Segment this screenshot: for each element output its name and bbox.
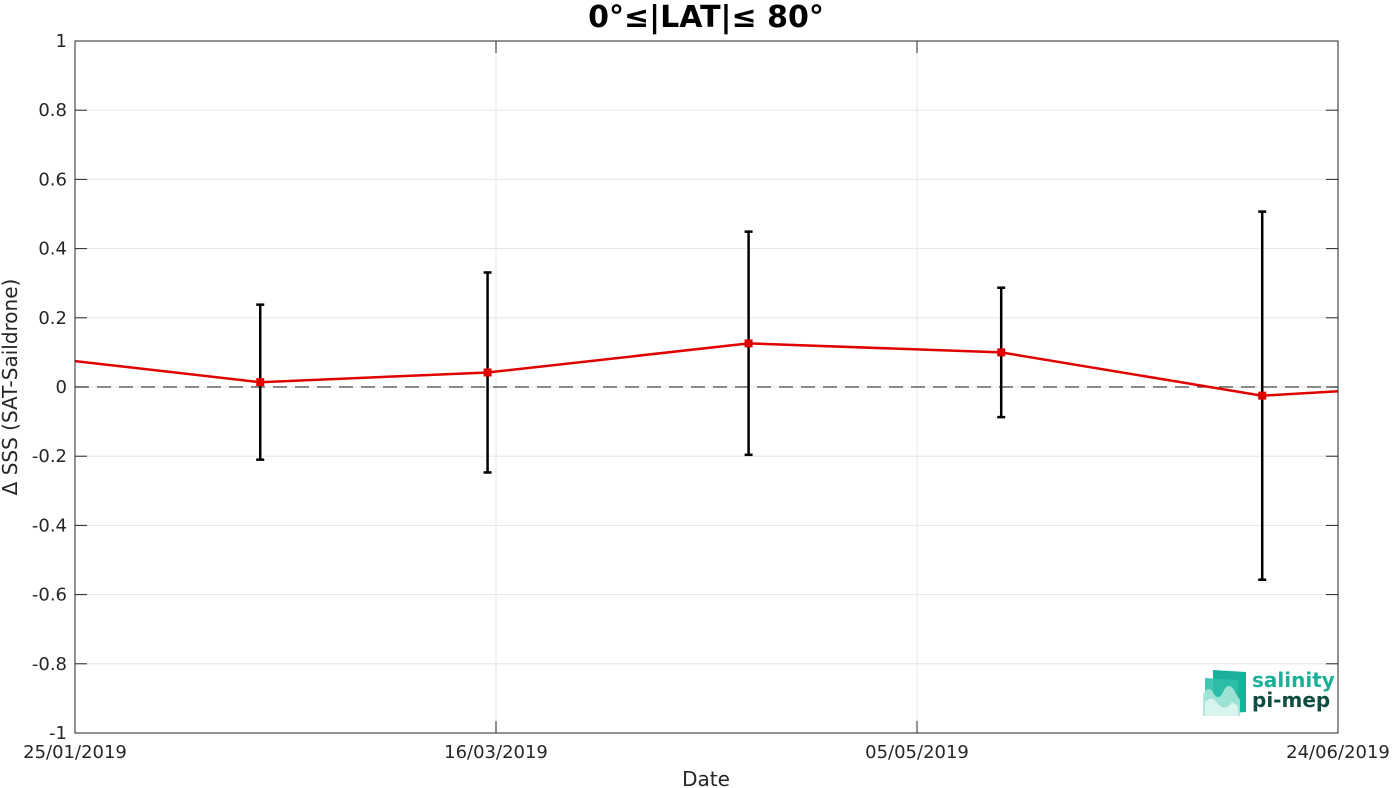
x-tick-label: 05/05/2019	[865, 742, 969, 763]
y-tick-label: -0.2	[32, 446, 67, 467]
y-tick-label: 0.6	[38, 169, 67, 190]
plot-area	[74, 40, 1339, 734]
y-tick-label: 0.8	[38, 100, 67, 121]
x-tick-labels: 25/01/2019 16/03/2019 05/05/2019 24/06/2019	[23, 742, 1390, 763]
axis-ticks	[74, 40, 1339, 734]
salinity-pi-mep-logo: salinity pi-mep	[1203, 668, 1335, 716]
y-tick-label: -1	[49, 723, 67, 744]
x-tick-label: 25/01/2019	[23, 742, 127, 763]
x-axis-label: Date	[682, 767, 730, 788]
chart-title: 0°≤|LAT|≤ 80°	[588, 0, 824, 35]
y-tick-label: 0.2	[38, 308, 67, 329]
data-point-marker	[744, 339, 753, 348]
y-tick-label: -0.8	[32, 654, 67, 675]
data-point-marker	[256, 378, 265, 387]
logo-line2: pi-mep	[1252, 688, 1330, 712]
data-point-marker	[483, 368, 492, 377]
y-tick-label: -0.6	[32, 585, 67, 606]
logo-line1: salinity	[1252, 668, 1335, 692]
y-tick-label: 0	[56, 377, 67, 398]
waves-icon	[1203, 670, 1246, 716]
y-axis-label: Δ SSS (SAT-Saildrone)	[0, 279, 22, 496]
data-point-marker	[997, 348, 1006, 357]
data-point-marker	[1258, 391, 1267, 400]
series-markers	[256, 339, 1267, 400]
y-tick-labels: 1 0.8 0.6 0.4 0.2 0 -0.2 -0.4 -0.6 -0.8 -1	[32, 31, 67, 744]
y-tick-label: -0.4	[32, 515, 67, 536]
y-tick-label: 0.4	[38, 239, 67, 260]
x-tick-label: 24/06/2019	[1286, 742, 1390, 763]
x-tick-label: 16/03/2019	[444, 742, 548, 763]
y-tick-label: 1	[56, 31, 67, 52]
